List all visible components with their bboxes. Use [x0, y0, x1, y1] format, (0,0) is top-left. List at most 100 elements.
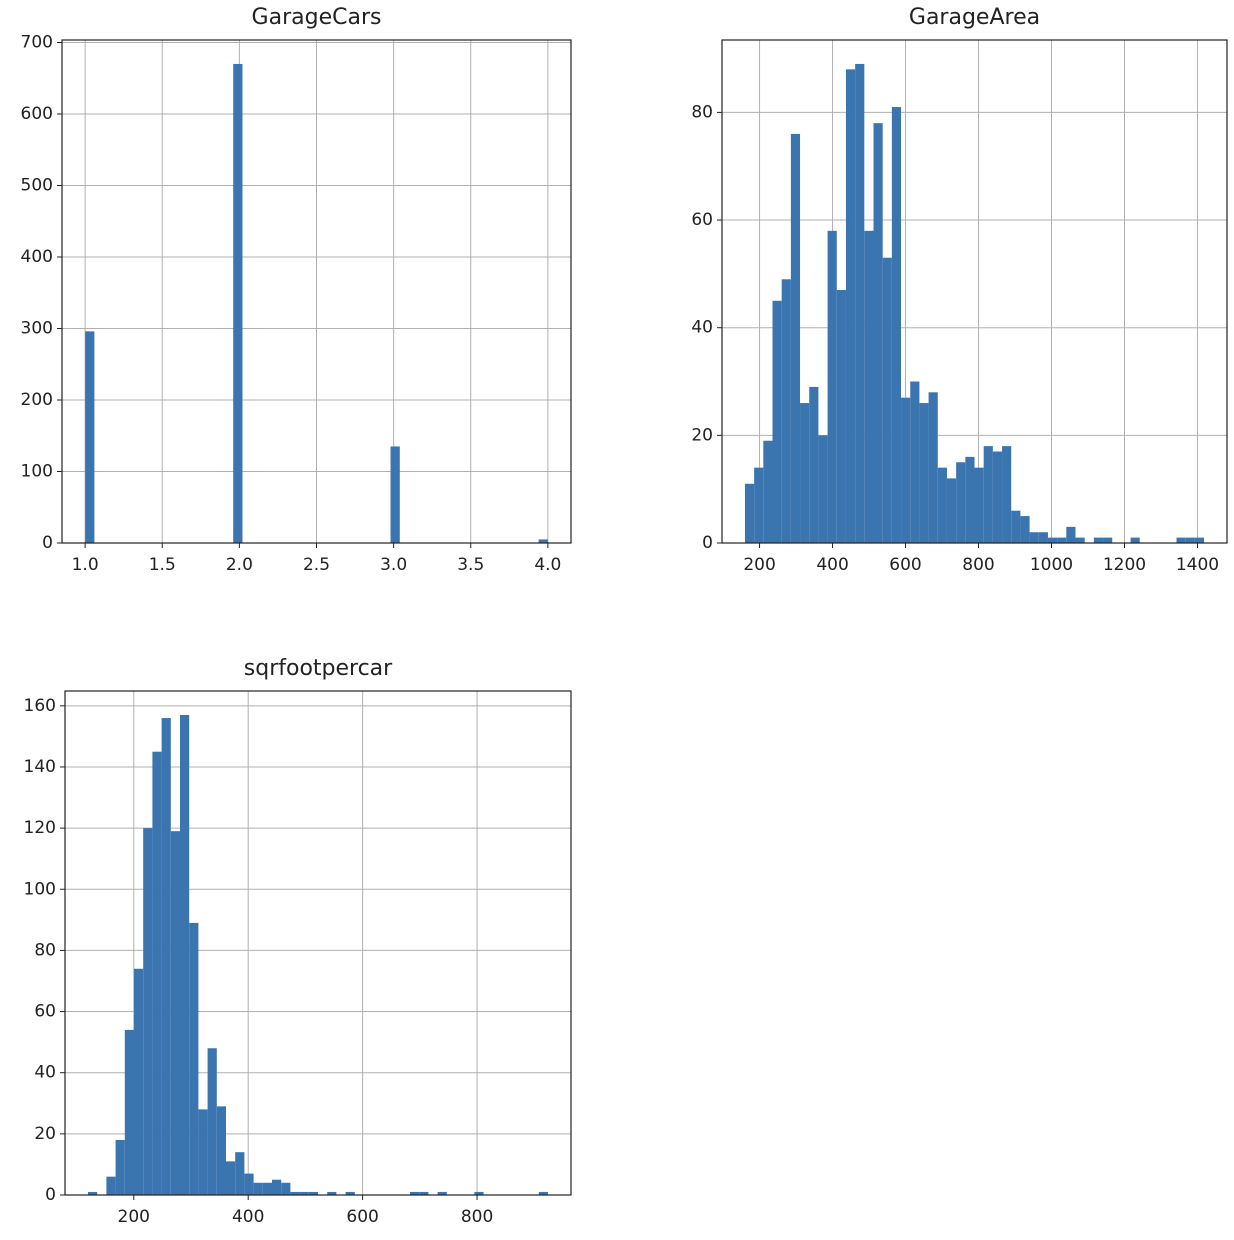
bar: [216, 1106, 226, 1195]
x-tick-label: 1000: [1030, 555, 1073, 575]
bar: [106, 1176, 116, 1195]
bar: [538, 539, 548, 543]
x-tick-label: 4.0: [534, 555, 561, 575]
y-tick-label: 60: [34, 1002, 56, 1022]
y-tick-label: 600: [21, 104, 53, 124]
bar: [992, 451, 1003, 543]
bar: [937, 467, 947, 543]
bar: [882, 257, 892, 543]
y-tick-label: 100: [24, 879, 56, 899]
bar: [1075, 537, 1085, 543]
y-tick-label: 40: [691, 318, 713, 338]
bar: [244, 1173, 254, 1195]
bar: [189, 922, 199, 1195]
bar: [809, 386, 819, 543]
y-tick-label: 40: [34, 1063, 56, 1083]
y-tick-label: 300: [21, 319, 53, 339]
bar: [1002, 446, 1012, 543]
bar: [754, 467, 764, 543]
chart-title: sqrfootpercar: [244, 656, 393, 681]
bar: [983, 446, 993, 543]
bar: [235, 1152, 245, 1195]
bar: [1029, 532, 1039, 543]
histogram-panel: 200 400 600 800 1000 1200 1400 0 20 40 60 80 GarageA…: [691, 5, 1228, 575]
bar: [180, 715, 190, 1195]
bar: [956, 462, 966, 543]
bar: [170, 831, 180, 1195]
bar: [744, 483, 755, 543]
bar: [115, 1139, 125, 1195]
x-tick-label: 400: [232, 1207, 264, 1227]
x-tick-label: 600: [889, 555, 921, 575]
bar: [827, 230, 837, 544]
axes-frame: [721, 39, 1228, 544]
bar: [772, 300, 782, 543]
y-tick-label: 200: [21, 390, 53, 410]
bar: [437, 1191, 447, 1195]
bar: [272, 1179, 282, 1195]
bar: [1047, 537, 1058, 543]
bar: [864, 230, 874, 544]
bar: [262, 1182, 272, 1195]
bar: [226, 1161, 236, 1195]
bar: [919, 403, 929, 543]
x-tick-label: 800: [962, 555, 994, 575]
bar: [1011, 510, 1021, 543]
bar: [901, 397, 911, 543]
x-tick-label: 400: [816, 555, 848, 575]
histogram-panel: 200 400 600 800 0 20 40 60 80 100 120 140 160 sqrfoot…: [24, 656, 572, 1227]
x-tick-label: 3.5: [457, 555, 484, 575]
bar: [818, 435, 828, 543]
bar: [873, 123, 883, 543]
bar: [845, 69, 856, 544]
axes-frame: [64, 690, 572, 1196]
x-tick-label: 1400: [1176, 555, 1219, 575]
bar: [233, 63, 243, 543]
bar: [538, 1191, 548, 1195]
bar: [946, 478, 957, 543]
bar: [161, 718, 171, 1195]
x-tick-label: 800: [461, 1207, 493, 1227]
bar: [1057, 537, 1067, 543]
bar: [85, 331, 95, 543]
bar: [855, 63, 865, 543]
bar: [207, 1048, 217, 1195]
y-tick-label: 80: [691, 102, 713, 122]
y-tick-label: 500: [21, 176, 53, 196]
bar: [281, 1182, 291, 1195]
y-tick-label: 140: [24, 757, 56, 777]
histogram-panel: 1.0 1.5 2.0 2.5 3.0 3.5 4.0 0 100 200 300 400 500 600…: [21, 5, 572, 575]
bar: [410, 1191, 420, 1195]
x-tick-label: 1.5: [149, 555, 176, 575]
bar: [253, 1182, 263, 1195]
bar: [1176, 537, 1186, 543]
bar: [800, 403, 810, 543]
bar: [152, 751, 162, 1195]
bar: [1103, 537, 1113, 543]
y-tick-label: 120: [24, 818, 56, 838]
bar: [299, 1191, 309, 1195]
x-tick-label: 1.0: [72, 555, 99, 575]
y-tick-label: 100: [21, 462, 53, 482]
bar: [419, 1191, 429, 1195]
bar: [308, 1191, 318, 1195]
bar: [1093, 537, 1104, 543]
bar: [836, 290, 846, 543]
y-tick-label: 160: [24, 696, 56, 716]
x-tick-label: 1200: [1103, 555, 1146, 575]
x-tick-label: 200: [743, 555, 775, 575]
y-tick-label: 20: [691, 425, 713, 445]
bar: [1038, 532, 1048, 543]
bar: [124, 1029, 134, 1195]
chart-title: GarageArea: [909, 5, 1040, 30]
bar: [1185, 537, 1195, 543]
bar: [327, 1191, 337, 1195]
y-tick-label: 80: [34, 940, 56, 960]
bar: [474, 1191, 484, 1195]
chart-title: GarageCars: [252, 5, 382, 30]
bar: [345, 1191, 355, 1195]
bar: [891, 107, 902, 543]
bar: [88, 1191, 98, 1195]
x-tick-label: 3.0: [380, 555, 407, 575]
bar: [910, 381, 920, 543]
